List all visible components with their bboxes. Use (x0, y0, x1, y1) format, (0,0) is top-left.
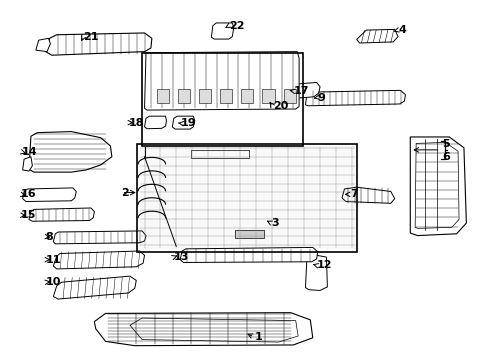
Text: 18: 18 (128, 118, 143, 128)
Polygon shape (211, 23, 233, 39)
Polygon shape (138, 146, 355, 249)
Text: 15: 15 (20, 210, 36, 220)
Polygon shape (157, 89, 168, 103)
Text: 19: 19 (181, 118, 196, 128)
Text: 22: 22 (228, 21, 244, 31)
Polygon shape (36, 39, 50, 51)
Polygon shape (53, 251, 144, 269)
Polygon shape (29, 132, 112, 172)
Bar (137, 144, 356, 252)
Text: 11: 11 (45, 255, 61, 265)
Text: 17: 17 (293, 86, 308, 96)
Polygon shape (305, 255, 327, 291)
Polygon shape (144, 116, 166, 129)
Text: 12: 12 (316, 260, 331, 270)
Polygon shape (53, 276, 136, 299)
Text: 13: 13 (173, 252, 189, 262)
Text: 2: 2 (122, 188, 129, 198)
Polygon shape (241, 89, 253, 103)
Text: 4: 4 (397, 25, 405, 35)
Polygon shape (180, 247, 317, 262)
Text: 6: 6 (441, 152, 449, 162)
Text: 20: 20 (272, 102, 287, 112)
Text: 10: 10 (45, 277, 61, 287)
Polygon shape (94, 313, 312, 346)
Polygon shape (234, 230, 264, 238)
Polygon shape (29, 208, 94, 221)
Polygon shape (45, 33, 152, 55)
Text: 7: 7 (349, 189, 357, 199)
Polygon shape (220, 89, 232, 103)
Polygon shape (292, 82, 320, 98)
Polygon shape (144, 51, 299, 110)
Text: 16: 16 (20, 189, 36, 199)
Polygon shape (199, 89, 211, 103)
Polygon shape (22, 188, 76, 202)
Polygon shape (22, 157, 32, 171)
Polygon shape (409, 137, 466, 235)
Text: 9: 9 (317, 93, 325, 103)
Text: 8: 8 (45, 232, 53, 242)
Text: 14: 14 (21, 147, 37, 157)
Polygon shape (53, 231, 146, 244)
Bar (142, 53, 303, 146)
Polygon shape (283, 89, 295, 103)
Text: 21: 21 (83, 32, 99, 41)
Text: 5: 5 (441, 139, 448, 149)
Polygon shape (341, 187, 394, 203)
Polygon shape (305, 90, 405, 106)
Polygon shape (172, 116, 194, 129)
Text: 1: 1 (254, 332, 262, 342)
Polygon shape (262, 89, 274, 103)
Text: 3: 3 (271, 218, 278, 228)
Polygon shape (178, 89, 190, 103)
Polygon shape (356, 30, 397, 43)
